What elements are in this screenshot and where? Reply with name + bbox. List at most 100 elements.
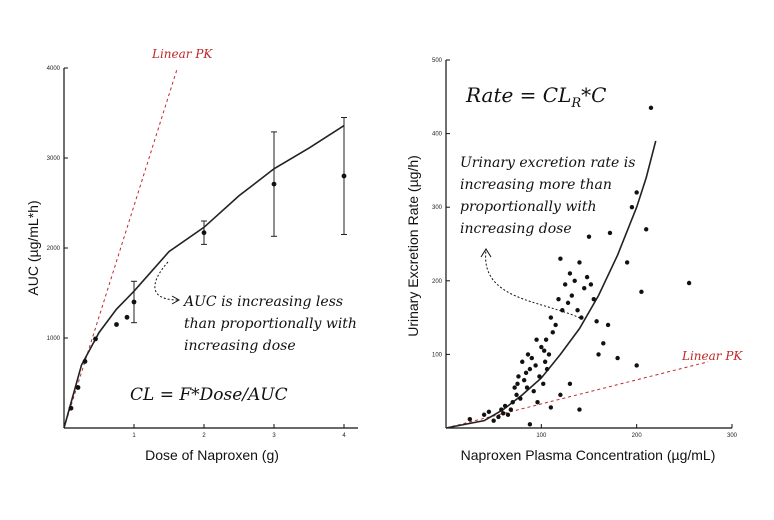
right-data-point	[572, 278, 577, 283]
right-x-axis-title: Naproxen Plasma Concentration (µg/mL)	[461, 447, 716, 463]
right-data-point	[605, 322, 611, 328]
left-data-point	[75, 385, 81, 390]
right-data-point	[516, 374, 521, 379]
left-note-line-3: increasing dose	[184, 338, 296, 354]
right-data-point	[553, 322, 558, 328]
left-data-point	[201, 230, 207, 236]
right-data-point	[524, 385, 530, 390]
right-data-point	[648, 105, 654, 111]
right-data-point	[562, 282, 568, 287]
right-data-point	[556, 297, 561, 302]
left-y-tick-label: 2000	[47, 246, 61, 252]
left-data-point	[124, 314, 130, 320]
right-equation-subscript: R	[570, 96, 581, 111]
right-data-point	[481, 412, 487, 417]
right-data-point	[601, 341, 606, 346]
left-y-tick-label: 4000	[47, 66, 61, 72]
right-data-point	[496, 414, 501, 420]
right-data-point	[591, 297, 596, 302]
right-chart: 100 200 300 100 200 300 400 500 Rate = CLR*C Ur…	[405, 58, 743, 463]
right-note-arrow	[485, 249, 581, 319]
right-note-line-4: increasing dose	[460, 221, 572, 237]
right-data-point	[539, 344, 544, 350]
right-data-point	[634, 363, 639, 368]
left-note-arrow	[154, 261, 179, 301]
right-data-point	[521, 377, 527, 383]
right-data-point	[686, 280, 692, 286]
right-data-point	[505, 412, 511, 417]
right-x-tick-label: 100	[536, 433, 547, 439]
right-data-point	[629, 205, 635, 210]
right-data-point	[567, 271, 573, 276]
right-data-point	[527, 366, 533, 372]
left-chart: 1 2 3 4 1000 2000 3000 4000 Linear PK AUC is in…	[25, 47, 358, 463]
right-y-tick-label: 500	[432, 58, 443, 64]
left-y-tick-label: 3000	[47, 156, 61, 162]
left-x-tick-label: 2	[202, 433, 206, 439]
right-data-point	[594, 319, 599, 324]
right-data-point	[577, 260, 582, 265]
right-data-point	[634, 190, 639, 195]
right-data-point	[579, 315, 584, 320]
right-data-point	[529, 355, 534, 361]
left-equation: CL = F*Dose/AUC	[130, 385, 288, 405]
right-data-point	[567, 381, 573, 387]
right-y-tick-label: 200	[432, 279, 443, 285]
left-data-point	[82, 359, 88, 364]
left-x-tick-label: 4	[342, 433, 346, 439]
left-data-point	[68, 405, 74, 411]
right-data-point	[596, 352, 601, 357]
right-data-point	[584, 274, 590, 280]
right-data-point	[512, 385, 517, 390]
right-data-point	[502, 403, 508, 409]
left-data-points	[68, 117, 347, 411]
left-data-point	[341, 173, 347, 179]
right-data-points	[467, 105, 692, 427]
right-data-point	[523, 370, 529, 375]
right-data-point	[544, 366, 550, 372]
right-data-point	[533, 363, 538, 368]
right-data-point	[588, 282, 594, 287]
right-x-tick-label: 300	[727, 433, 738, 439]
right-data-point	[518, 396, 523, 401]
right-data-point	[586, 234, 592, 239]
left-axes	[63, 68, 358, 429]
right-data-point	[541, 381, 546, 387]
right-data-point	[644, 227, 649, 232]
right-data-point	[515, 381, 520, 387]
right-equation: Rate = CLR*C	[465, 83, 606, 111]
right-data-point	[569, 293, 575, 298]
right-data-point	[535, 400, 540, 405]
right-data-point	[527, 422, 533, 427]
right-equation-suffix: *C	[581, 83, 606, 107]
right-y-axis-title: Urinary Excretion Rate (µg/h)	[405, 155, 421, 337]
right-data-point	[510, 400, 515, 405]
right-y-tick-label: 400	[432, 132, 443, 138]
right-data-point	[514, 392, 519, 398]
right-data-point	[520, 359, 525, 364]
right-data-point	[541, 348, 547, 353]
right-data-point	[575, 308, 580, 313]
left-data-point	[93, 336, 98, 342]
right-data-point	[546, 352, 552, 357]
left-note-line-2: than proportionally with	[184, 316, 357, 332]
right-y-tick-label: 300	[432, 205, 443, 211]
right-linear-pk-label: Linear PK	[681, 349, 743, 363]
right-data-point	[534, 337, 539, 342]
right-y-tick-label: 100	[432, 352, 443, 358]
right-axes	[445, 60, 732, 429]
right-data-point	[548, 315, 554, 320]
right-linear-pk-line	[445, 361, 709, 429]
right-data-point	[607, 230, 613, 236]
right-data-point	[501, 411, 506, 416]
right-equation-prefix: Rate = CL	[465, 83, 571, 107]
right-data-point	[582, 285, 587, 291]
left-ticks: 1 2 3 4 1000 2000 3000 4000	[47, 66, 347, 439]
left-x-tick-label: 3	[272, 433, 276, 439]
left-linear-pk-label: Linear PK	[151, 47, 213, 61]
right-data-point	[499, 407, 504, 412]
right-note-arrowhead	[480, 248, 492, 258]
right-data-point	[558, 256, 563, 261]
right-fit-curve	[445, 140, 657, 429]
